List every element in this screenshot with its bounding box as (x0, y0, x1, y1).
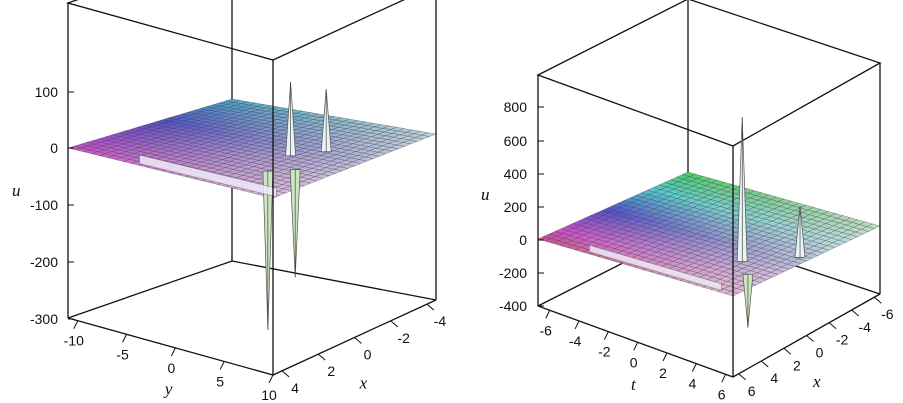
x-tick-label: 4 (770, 370, 778, 386)
y-tick-label: 5 (216, 373, 224, 389)
z-axis-label: u (481, 185, 490, 204)
x-tick-label: -2 (836, 332, 849, 348)
y-axis: -6 -4 -2 0 2 4 6 (540, 310, 727, 402)
x-tick-label: -4 (434, 313, 447, 329)
z-tick-label: -200 (499, 265, 527, 281)
y-tick-label: 0 (167, 360, 175, 376)
y-tick-label: -6 (540, 322, 553, 338)
y-tick-label: 10 (261, 387, 277, 403)
box-front-edges (67, 0, 437, 376)
y-tick-label: -5 (116, 346, 129, 362)
x-tick-label: 0 (364, 347, 372, 363)
y-axis: -10 -5 0 5 10 (64, 320, 277, 403)
y-axis-label: y (163, 380, 173, 399)
z-tick-label: -400 (499, 298, 527, 314)
y-tick-label: -2 (598, 344, 611, 360)
z-tick-label: 400 (504, 166, 528, 182)
z-axis: 800 600 400 200 0 -200 -400 (499, 99, 544, 314)
x-tick-label: 2 (327, 363, 335, 379)
y-tick-label: 0 (630, 354, 638, 370)
y-tick-label: 2 (659, 365, 667, 381)
x-tick-label: 6 (748, 383, 756, 399)
z-axis: 100 0 -100 -200 -300 (30, 84, 74, 327)
surface-plot-1: 100 0 -100 -200 -300 u -10 -5 0 5 10 y 4 2 0 -2 -4 x (12, 0, 446, 403)
z-tick-label: 0 (50, 140, 58, 156)
box-front-edges (537, 63, 881, 378)
y-tick-label: -4 (569, 333, 582, 349)
y-tick-label: -10 (64, 333, 84, 349)
y-tick-label: 6 (718, 386, 726, 402)
x-tick-label: -2 (397, 330, 410, 346)
ridge-3 (589, 244, 722, 291)
x-axis-label: x (812, 372, 821, 391)
y-tick-label: 4 (688, 376, 696, 392)
surface-mesh (537, 171, 881, 297)
x-tick-label: -6 (881, 306, 894, 322)
ridge-4 (139, 154, 277, 198)
z-tick-label: 800 (504, 99, 528, 115)
z-tick-label: 600 (504, 133, 528, 149)
z-tick-label: 200 (504, 199, 528, 215)
z-axis-label: u (12, 181, 21, 200)
x-tick-label: 2 (793, 357, 801, 373)
x-tick-label: 0 (816, 345, 824, 361)
y-axis-label: t (631, 375, 637, 394)
z-tick-label: 0 (519, 232, 527, 248)
x-axis: 4 2 0 -2 -4 (281, 303, 447, 396)
z-tick-label: -100 (30, 197, 58, 213)
z-tick-label: 100 (35, 84, 59, 100)
x-axis-label: x (359, 374, 368, 393)
x-tick-label: -4 (859, 319, 872, 335)
z-tick-label: -200 (30, 254, 58, 270)
z-tick-label: -300 (30, 311, 58, 327)
x-tick-label: 4 (291, 380, 299, 396)
